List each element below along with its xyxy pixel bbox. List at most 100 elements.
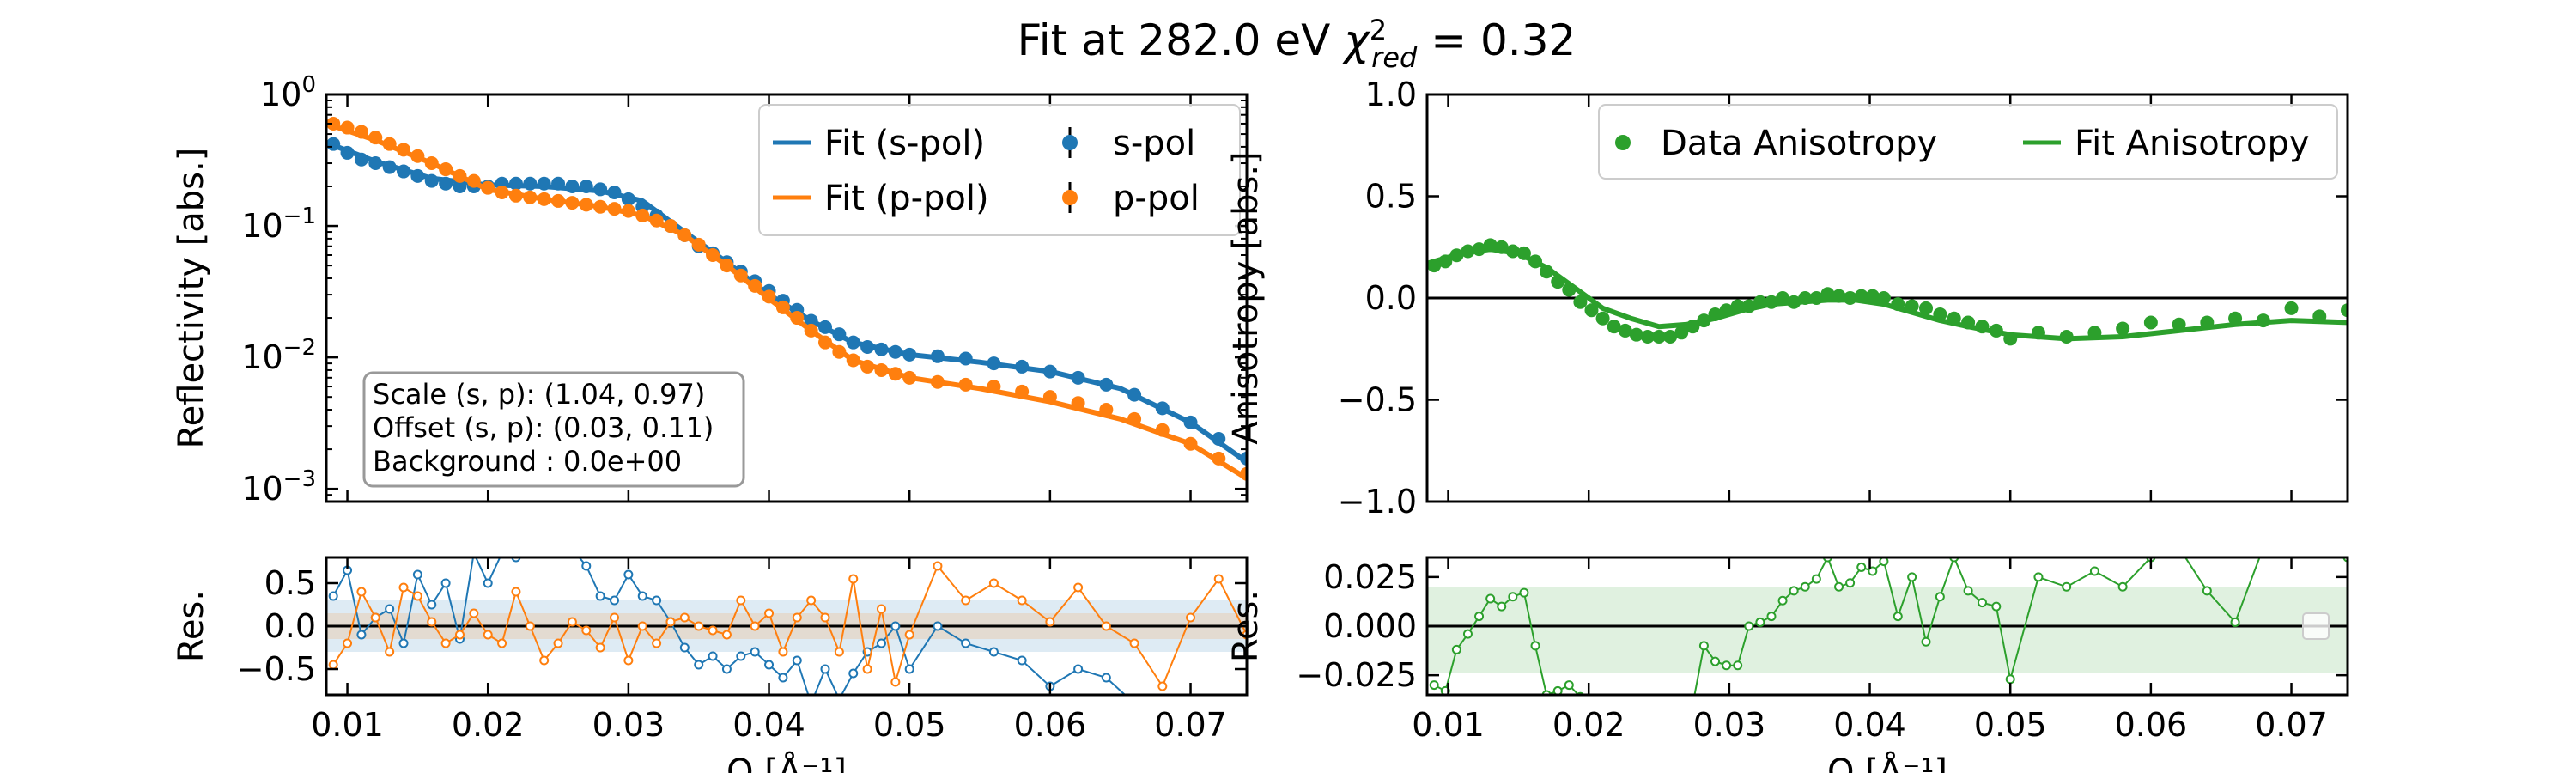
reflectivity-p-pol-point-31 (762, 289, 776, 304)
reflectivity-p-pol-point-49 (1127, 411, 1142, 426)
anisotropy-residuals-data-anisotropy-point-30 (1766, 612, 1777, 622)
anisotropy-data-anisotropy-point-39 (1865, 289, 1880, 303)
reflectivity-residuals-p-pol-point-48 (1101, 621, 1111, 631)
reflectivity-residuals-p-pol-point-12 (497, 638, 507, 648)
annotation-background: Background : 0.0e+00 (373, 445, 682, 478)
reflectivity-residuals-p-pol-point-34 (806, 595, 817, 606)
reflectivity-p-pol-point-48 (1099, 403, 1114, 417)
reflectivity-p-pol-point-3 (368, 131, 383, 145)
reflectivity-s-pol-point-3 (368, 156, 383, 171)
reflectivity-residuals-x-tick-label-0: 0.01 (311, 706, 384, 744)
reflectivity-residuals-p-pol-point-18 (581, 625, 592, 636)
anisotropy-data-anisotropy-point-34 (1809, 291, 1824, 305)
reflectivity-p-pol-point-11 (481, 180, 495, 195)
anisotropy-y-tick-label-3: −0.5 (1338, 381, 1417, 419)
reflectivity-residuals-s-pol-point-28 (721, 664, 732, 674)
reflectivity-residuals-x-tick-label-3: 0.04 (732, 706, 805, 744)
reflectivity-residuals-p-pol-point-49 (1129, 638, 1139, 648)
reflectivity-residuals-p-pol-point-42 (933, 561, 943, 571)
anisotropy-residuals-data-anisotropy-point-52 (2089, 566, 2099, 576)
reflectivity-residuals-s-pol-point-41 (904, 664, 914, 674)
reflectivity-p-pol-point-20 (607, 202, 622, 216)
anisotropy-data-anisotropy-point-14 (1584, 303, 1599, 318)
reflectivity-s-pol-point-44 (987, 356, 1001, 371)
anisotropy-residuals-data-anisotropy-point-24 (1698, 641, 1709, 651)
reflectivity-residuals-s-pol-point-34 (807, 700, 815, 708)
anisotropy-residuals-data-anisotropy-point-57 (2230, 617, 2240, 627)
reflectivity-residuals-s-pol-point-16 (555, 537, 562, 545)
reflectivity-residuals-p-pol-point-31 (764, 608, 775, 618)
anisotropy-plot-frame (1425, 93, 2349, 503)
reflectivity-residuals-s-pol-point-39 (876, 638, 886, 648)
anisotropy-residuals-data-anisotropy-point-25 (1710, 656, 1721, 666)
reflectivity-residuals-p-pol-point-17 (567, 617, 577, 627)
reflectivity-residuals-p-pol-point-44 (988, 578, 999, 588)
anisotropy-data-anisotropy-point-30 (1764, 295, 1778, 309)
reflectivity-residuals-s-pol-point-43 (961, 638, 971, 648)
reflectivity-p-pol-point-16 (551, 193, 566, 208)
anisotropy-residuals-data-anisotropy-point-31 (1777, 595, 1788, 606)
reflectivity-s-pol-point-35 (818, 320, 833, 334)
anisotropy-data-anisotropy-point-46 (1961, 315, 1976, 330)
anisotropy-data-anisotropy-point-59 (2284, 301, 2299, 315)
anisotropy-data-anisotropy-point-41 (1891, 297, 1905, 312)
reflectivity-s-pol-point-53 (1240, 451, 1247, 466)
anisotropy-residuals-x-tick-label-6: 0.07 (2255, 706, 2328, 744)
reflectivity-s-pol-point-40 (888, 344, 902, 359)
anisotropy-data-anisotropy-point-5 (1483, 238, 1498, 253)
anisotropy-residuals-data-anisotropy-point-37 (1845, 578, 1856, 588)
anisotropy-data-anisotropy-point-21 (1663, 330, 1678, 344)
reflectivity-residuals-p-pol-point-36 (834, 647, 844, 657)
anisotropy-residuals-data-anisotropy-point-9 (1530, 641, 1540, 651)
reflectivity-s-pol-point-41 (902, 347, 917, 362)
anisotropy-residuals-data-anisotropy-point-46 (1963, 586, 1973, 596)
reflectivity-residuals-s-pol-point-2 (356, 630, 367, 640)
anisotropy-residuals-x-tick-label-2: 0.03 (1693, 706, 1766, 744)
reflectivity-residuals-s-pol-point-12 (500, 557, 504, 558)
reflectivity-residuals-p-pol-point-38 (862, 664, 872, 674)
reflectivity-residuals-p-pol-point-32 (778, 647, 788, 657)
reflectivity-residuals-p-pol-point-27 (708, 625, 718, 636)
anisotropy-residuals-data-anisotropy-point-53 (2117, 581, 2128, 592)
reflectivity-residuals-p-pol-point-45 (1017, 595, 1027, 606)
anisotropy-residuals-band-0 (1427, 587, 2348, 673)
reflectivity-p-pol-point-39 (874, 362, 889, 377)
reflectivity-s-pol-point-46 (1042, 364, 1057, 379)
reflectivity-y-axis-label: Reflectivity [abs.] (172, 148, 211, 449)
reflectivity-residuals-p-pol-point-2 (356, 587, 367, 597)
anisotropy-residuals-data-anisotropy-point-41 (1893, 612, 1903, 622)
reflectivity-residuals-p-pol-point-6 (412, 591, 422, 601)
reflectivity-p-pol-point-23 (649, 213, 664, 228)
reflectivity-residuals-p-pol-point-8 (440, 638, 451, 648)
anisotropy-residuals-data-anisotropy-point-36 (1834, 581, 1844, 592)
reflectivity-p-pol-point-4 (382, 137, 397, 151)
anisotropy-residuals-x-tick-label-1: 0.02 (1552, 706, 1625, 744)
reflectivity-residuals-s-pol-point-37 (848, 668, 859, 679)
anisotropy-data-anisotropy-point-60 (2312, 309, 2327, 324)
anisotropy-residuals-y-tick-label-2: −0.025 (1296, 656, 1417, 694)
anisotropy-data-anisotropy-point-0 (1427, 259, 1442, 273)
anisotropy-data-anisotropy-point-7 (1505, 244, 1520, 259)
reflectivity-p-pol-point-22 (635, 208, 650, 222)
anisotropy-data-anisotropy-point-57 (2228, 311, 2243, 326)
reflectivity-residuals-p-pol-point-46 (1045, 617, 1055, 627)
reflectivity-residuals-s-pol-point-11 (483, 578, 493, 588)
figure-title: Fit at 282.0 eV χ2 red = 0.32 (1018, 14, 1577, 74)
reflectivity-p-pol-point-14 (523, 190, 538, 204)
reflectivity-p-pol-point-15 (537, 192, 551, 206)
anisotropy-data-anisotropy-point-42 (1905, 299, 1919, 313)
reflectivity-residuals-s-pol-point-7 (427, 600, 437, 610)
anisotropy-residuals-data-anisotropy-point-21 (1667, 721, 1674, 728)
reflectivity-residuals-s-pol-point-20 (610, 595, 620, 606)
reflectivity-legend: Fit (s-pol) s-pol Fit (p-pol) p-pol (758, 104, 1241, 236)
anisotropy-data-anisotropy-point-16 (1607, 320, 1621, 334)
reflectivity-p-pol-point-19 (593, 199, 608, 214)
anisotropy-data-anisotropy-point-8 (1516, 246, 1531, 260)
reflectivity-residuals-p-pol-point-40 (890, 677, 901, 687)
reflectivity-residuals-s-pol-point-6 (412, 569, 422, 580)
anisotropy-residuals-data-anisotropy-point-32 (1789, 586, 1799, 596)
reflectivity-p-pol-point-24 (663, 219, 677, 234)
anisotropy-residuals-x-tick-label-0: 0.01 (1412, 706, 1485, 744)
reflectivity-residuals-p-pol-point-39 (876, 604, 886, 614)
